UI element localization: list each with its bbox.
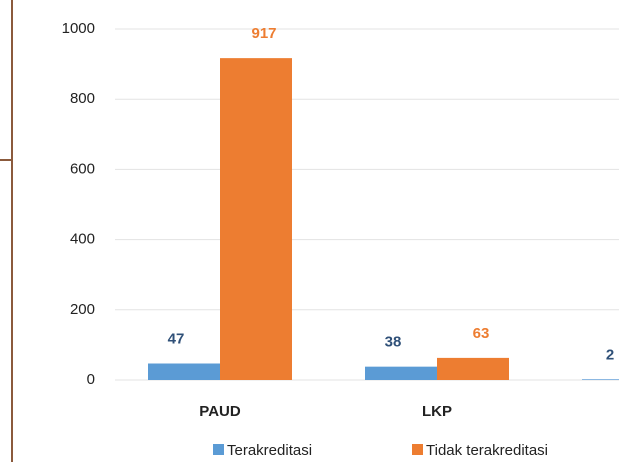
- data-label: 2: [606, 346, 614, 363]
- legend-swatch: [412, 444, 423, 455]
- y-tick-label: 0: [87, 371, 95, 388]
- bar: [365, 366, 437, 380]
- legend-label: Terakreditasi: [227, 442, 312, 459]
- legend-swatch: [213, 444, 224, 455]
- data-label: 38: [385, 334, 402, 351]
- legend-label: Tidak terakreditasi: [426, 442, 548, 459]
- y-tick-label: 400: [70, 231, 95, 248]
- y-tick-label: 800: [70, 90, 95, 107]
- bar: [437, 357, 509, 380]
- bar: [148, 363, 220, 380]
- data-label: 47: [168, 330, 185, 347]
- bar: [220, 58, 292, 381]
- bar: [582, 379, 619, 380]
- data-label: 63: [473, 325, 490, 342]
- x-tick-label: LKP: [422, 403, 452, 420]
- y-tick-label: 600: [70, 160, 95, 177]
- y-tick-label: 200: [70, 301, 95, 318]
- x-tick-label: PAUD: [199, 403, 241, 420]
- y-tick-label: 1000: [62, 20, 95, 37]
- data-label: 917: [251, 25, 276, 42]
